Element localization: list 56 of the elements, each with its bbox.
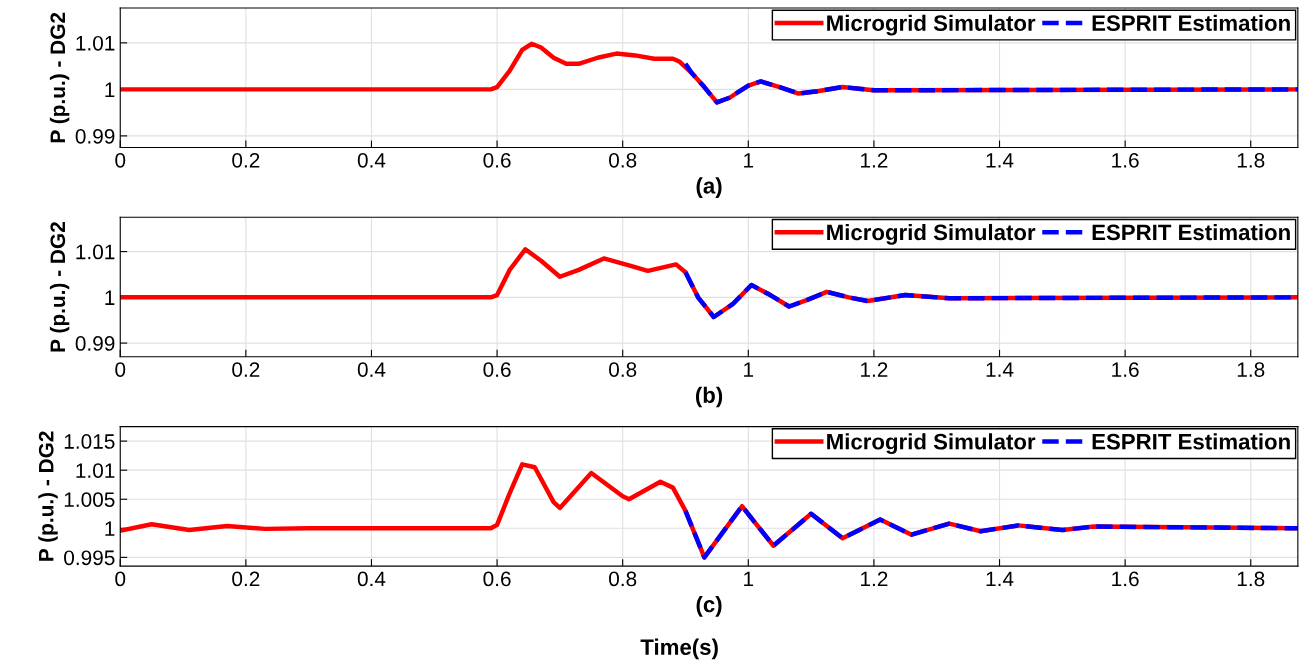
legend-label: ESPRIT Estimation [1092,223,1290,241]
x-tick-label: 1.6 [1112,571,1139,587]
y-axis-title: P (p.u.) - DG2 [49,222,70,352]
x-tick-label: 1.2 [861,571,888,587]
x-tick-label: 1 [744,153,754,168]
line-series [683,61,1298,105]
x-tick-label: 0 [115,362,126,377]
x-tick-label: 1.6 [1112,362,1139,377]
x-tick-label: 1.4 [986,153,1014,168]
x-tick-label: 1.4 [986,571,1014,587]
x-axis-title: (b) [695,386,723,408]
y-tick-label: 1 [105,521,115,536]
y-axis-title: P (p.u.) - DG2 [38,431,58,561]
x-tick-label: 0.6 [483,571,511,587]
x-tick-label: 1 [744,362,754,377]
x-tick-label: 0.8 [609,571,637,587]
x-tick-label: 1.2 [861,362,888,377]
x-tick-label: 1.6 [1112,152,1139,168]
x-tick-label: 0.4 [357,362,386,377]
x-tick-label: 0.8 [609,362,637,377]
y-tick-label: 1 [105,290,115,305]
y-tick-label: 1.015 [64,434,115,449]
x-tick-label: 1.8 [1237,362,1265,377]
x-tick-label: 0.6 [483,152,511,168]
x-tick-label: 0.4 [357,152,386,168]
y-axis-title: P (p.u.) - DG2 [49,12,70,143]
x-tick-label: 0.4 [357,571,386,587]
legend-label: Microgrid Simulator [827,433,1036,455]
x-tick-label: 1.8 [1237,152,1265,168]
x-tick-label: 1.2 [861,152,888,168]
y-tick-label: 1.01 [76,35,115,51]
y-tick-label: 1 [105,82,115,97]
y-tick-label: 1.01 [76,463,115,478]
x-tick-label: 0 [115,152,126,168]
text: Time(s) [640,638,718,660]
x-tick-label: 0.2 [232,571,260,587]
y-tick-label: 0.99 [75,336,115,351]
y-tick-label: 0.995 [64,550,115,566]
line-series [683,504,1298,560]
y-tick-label: 0.99 [75,128,115,144]
x-tick-label: 0.2 [232,152,260,168]
legend-label: Microgrid Simulator [827,14,1036,36]
x-axis-title: (c) [696,595,722,617]
x-tick-label: 0.8 [609,152,637,168]
x-tick-label: 0.2 [232,362,260,377]
x-tick-label: 0.6 [483,362,511,377]
legend-label: ESPRIT Estimation [1092,433,1290,450]
x-tick-label: 1 [744,571,754,587]
legend-label: ESPRIT Estimation [1092,14,1290,31]
y-tick-label: 1.01 [76,244,115,260]
x-axis-title: (a) [696,177,722,199]
x-tick-label: 1.4 [986,362,1014,377]
legend-label: Microgrid Simulator [827,223,1036,245]
y-tick-label: 1.005 [64,492,115,507]
x-tick-label: 0 [115,571,126,587]
x-tick-label: 1.8 [1237,571,1265,587]
